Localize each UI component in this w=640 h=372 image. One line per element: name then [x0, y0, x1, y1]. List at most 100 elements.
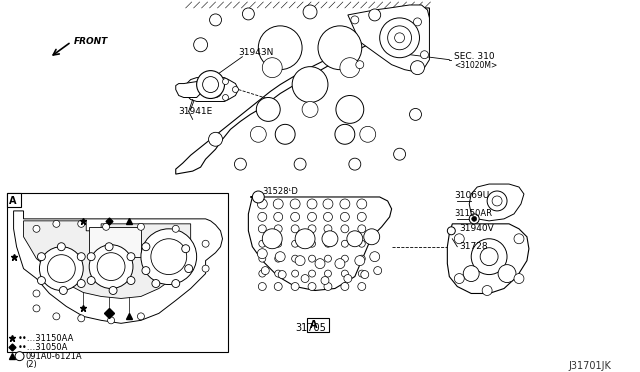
Bar: [89, 227, 141, 257]
Circle shape: [291, 212, 300, 221]
Circle shape: [358, 225, 366, 233]
Circle shape: [335, 259, 345, 269]
Circle shape: [344, 275, 352, 283]
Circle shape: [127, 253, 135, 261]
Circle shape: [185, 264, 193, 273]
Circle shape: [109, 286, 117, 295]
Circle shape: [351, 16, 359, 24]
Circle shape: [259, 255, 266, 262]
Polygon shape: [447, 224, 529, 294]
Text: B: B: [18, 354, 21, 359]
Circle shape: [259, 26, 302, 70]
Circle shape: [336, 96, 364, 124]
Circle shape: [380, 18, 419, 58]
Circle shape: [357, 212, 366, 221]
Circle shape: [355, 256, 365, 266]
Circle shape: [262, 58, 282, 78]
Circle shape: [138, 313, 145, 320]
Circle shape: [152, 279, 160, 288]
Text: 31528ᴸD: 31528ᴸD: [262, 186, 298, 196]
Circle shape: [308, 255, 316, 262]
Text: 31941E: 31941E: [179, 107, 213, 116]
Circle shape: [447, 227, 455, 235]
Circle shape: [89, 245, 133, 289]
Polygon shape: [184, 78, 239, 102]
Circle shape: [102, 223, 109, 230]
Circle shape: [275, 255, 282, 262]
Circle shape: [360, 126, 376, 142]
Circle shape: [324, 225, 332, 233]
Circle shape: [374, 267, 381, 275]
Circle shape: [321, 276, 329, 285]
Circle shape: [292, 67, 328, 102]
Circle shape: [87, 253, 95, 261]
Text: SEC. 310: SEC. 310: [454, 52, 495, 61]
Circle shape: [413, 18, 422, 26]
Circle shape: [291, 283, 299, 291]
Circle shape: [318, 26, 362, 70]
Circle shape: [60, 286, 67, 295]
Circle shape: [410, 108, 422, 121]
Circle shape: [77, 315, 84, 322]
Text: (2): (2): [26, 360, 37, 369]
Circle shape: [514, 273, 524, 283]
Circle shape: [341, 283, 349, 291]
Polygon shape: [13, 211, 223, 323]
Circle shape: [323, 199, 333, 209]
Circle shape: [141, 229, 196, 285]
Circle shape: [47, 255, 76, 283]
Circle shape: [335, 124, 355, 144]
Circle shape: [308, 270, 316, 277]
Circle shape: [358, 255, 365, 262]
Bar: [6, 193, 20, 207]
Circle shape: [295, 256, 305, 266]
Circle shape: [202, 240, 209, 247]
Circle shape: [303, 5, 317, 19]
Circle shape: [324, 240, 332, 247]
Circle shape: [77, 279, 85, 288]
Circle shape: [514, 234, 524, 244]
Circle shape: [209, 86, 221, 97]
Circle shape: [463, 266, 479, 282]
Circle shape: [232, 87, 239, 93]
Bar: [307, 318, 329, 332]
Circle shape: [340, 199, 350, 209]
Circle shape: [53, 220, 60, 227]
Circle shape: [87, 276, 95, 285]
Circle shape: [209, 132, 223, 146]
Bar: [6, 193, 228, 352]
Circle shape: [369, 9, 381, 21]
Circle shape: [261, 267, 269, 275]
Circle shape: [105, 243, 113, 251]
Polygon shape: [248, 197, 392, 291]
Circle shape: [356, 61, 364, 69]
Circle shape: [340, 212, 349, 221]
Circle shape: [487, 191, 507, 211]
Circle shape: [15, 352, 24, 360]
Circle shape: [259, 270, 266, 277]
Circle shape: [295, 229, 315, 249]
Circle shape: [395, 33, 404, 43]
Circle shape: [410, 61, 424, 75]
Circle shape: [273, 199, 283, 209]
Circle shape: [257, 97, 280, 121]
Text: <31020M>: <31020M>: [454, 61, 497, 70]
Circle shape: [292, 240, 299, 247]
Circle shape: [291, 225, 299, 233]
Circle shape: [358, 283, 366, 291]
Circle shape: [274, 212, 283, 221]
Circle shape: [172, 225, 179, 232]
Circle shape: [324, 283, 332, 291]
Circle shape: [357, 199, 367, 209]
Circle shape: [358, 270, 365, 277]
Circle shape: [480, 248, 498, 266]
Circle shape: [33, 225, 40, 232]
Circle shape: [292, 255, 299, 262]
Circle shape: [275, 124, 295, 144]
Circle shape: [469, 214, 479, 224]
Circle shape: [259, 283, 266, 291]
Text: ••…31150AA: ••…31150AA: [17, 334, 74, 343]
Text: 091A0-6121A: 091A0-6121A: [26, 352, 82, 360]
Text: 31150AR: 31150AR: [454, 209, 492, 218]
Circle shape: [401, 24, 413, 36]
